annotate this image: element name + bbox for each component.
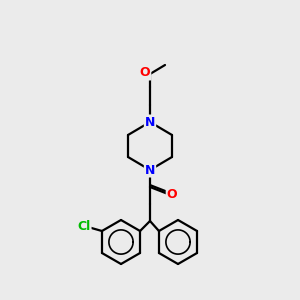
Text: O: O [140, 67, 150, 80]
Text: Cl: Cl [77, 220, 91, 232]
Text: N: N [145, 116, 155, 128]
Text: N: N [145, 164, 155, 176]
Text: O: O [167, 188, 177, 202]
